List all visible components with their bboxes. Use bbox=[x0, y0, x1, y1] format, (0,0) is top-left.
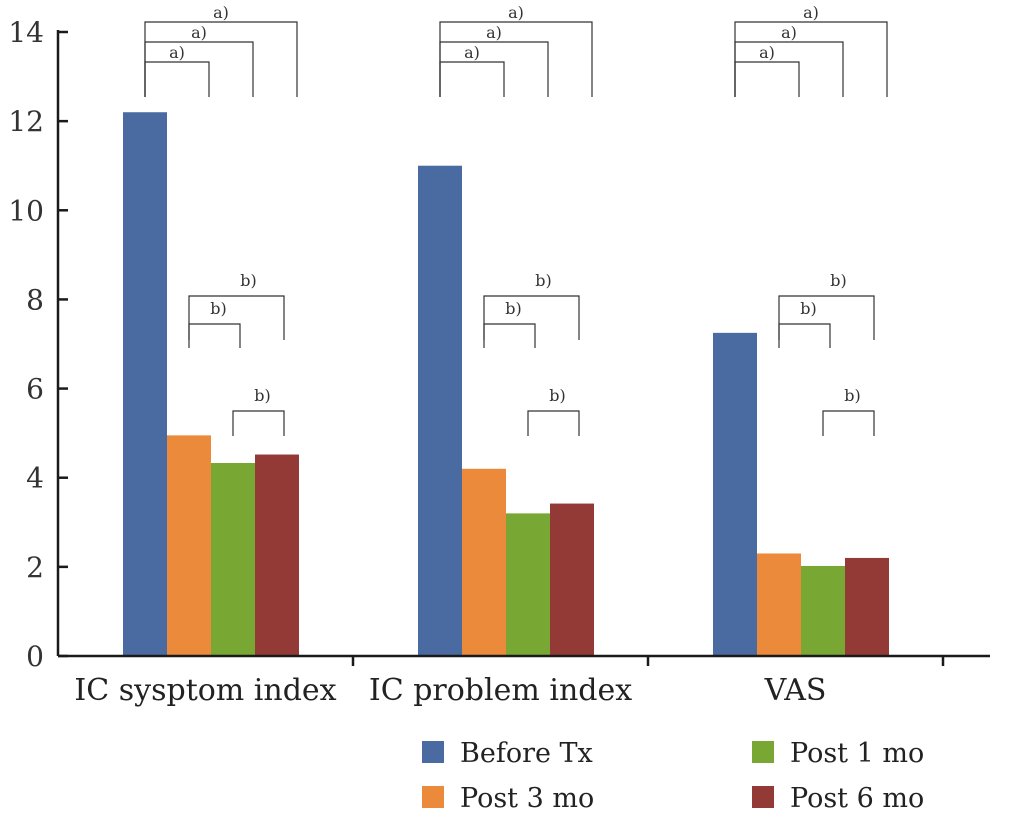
sig-bracket-a-ic-problem-index-post-3-mo bbox=[439, 61, 505, 97]
y-axis-ticks: 0 2 4 6 8 10 12 14 bbox=[8, 16, 68, 673]
bar-vas-post-3-mo bbox=[757, 553, 801, 656]
sig-bracket-a-vas-post-1-mo bbox=[734, 41, 844, 97]
x-axis-category-labels: IC sysptom index IC problem index VAS bbox=[74, 673, 826, 708]
x-category-label-ic-sysptom-index: IC sysptom index bbox=[74, 673, 336, 708]
sig-label-b-vas-post-3-mo-post-1-mo: b) bbox=[800, 299, 816, 318]
sig-label-a-ic-problem-index-post-3-mo: a) bbox=[464, 43, 480, 62]
sig-label-a-vas-post-1-mo: a) bbox=[781, 23, 797, 42]
sig-bracket-a-ic-sysptom-index-post-3-mo bbox=[144, 61, 210, 97]
significance-brackets: a) a) a) b) b) b) a) a) a) b) b) b) a) a) a) b) b) b) bbox=[144, 3, 888, 436]
sig-bracket-b-ic-problem-index-post-3-mo-post-1-mo bbox=[483, 323, 536, 348]
sig-bracket-b-ic-sysptom-index-post-3-mo-post-6-mo bbox=[188, 295, 285, 340]
y-tick-label-8: 8 bbox=[26, 283, 44, 316]
sig-bracket-b-ic-sysptom-index-post-1-mo-post-6-mo bbox=[232, 410, 285, 436]
sig-bracket-b-vas-post-1-mo-post-6-mo bbox=[822, 410, 875, 436]
sig-label-b-vas-post-1-mo-post-6-mo: b) bbox=[844, 386, 860, 405]
legend-label-post-6-mo: Post 6 mo bbox=[790, 783, 924, 814]
sig-bracket-a-vas-post-3-mo bbox=[734, 61, 800, 97]
sig-label-a-ic-problem-index-post-6-mo: a) bbox=[508, 3, 524, 22]
bar-ic-sysptom-index-post-6-mo bbox=[255, 454, 299, 656]
bar-vas-post-6-mo bbox=[845, 557, 889, 656]
bar-ic-sysptom-index-post-3-mo bbox=[167, 435, 211, 656]
legend-label-post-3-mo: Post 3 mo bbox=[460, 783, 594, 814]
legend: Before Tx Post 1 mo Post 3 mo Post 6 mo bbox=[422, 738, 924, 814]
x-category-label-vas: VAS bbox=[764, 673, 827, 708]
sig-label-a-ic-sysptom-index-post-6-mo: a) bbox=[213, 3, 229, 22]
sig-bracket-b-vas-post-3-mo-post-1-mo bbox=[778, 323, 831, 348]
legend-swatch-post-6-mo bbox=[752, 786, 774, 808]
bar-ic-problem-index-post-3-mo bbox=[462, 468, 506, 656]
sig-label-b-ic-problem-index-post-3-mo-post-6-mo: b) bbox=[535, 271, 551, 290]
legend-swatch-post-3-mo bbox=[422, 786, 444, 808]
sig-bracket-a-ic-sysptom-index-post-1-mo bbox=[144, 41, 254, 97]
y-tick-label-4: 4 bbox=[26, 462, 44, 495]
sig-label-a-ic-sysptom-index-post-3-mo: a) bbox=[169, 43, 185, 62]
sig-bracket-a-ic-problem-index-post-1-mo bbox=[439, 41, 549, 97]
axes bbox=[56, 30, 990, 666]
y-tick-label-2: 2 bbox=[26, 551, 44, 584]
legend-swatch-post-1-mo bbox=[752, 741, 774, 763]
sig-label-b-ic-problem-index-post-3-mo-post-1-mo: b) bbox=[505, 299, 521, 318]
sig-bracket-b-vas-post-3-mo-post-6-mo bbox=[778, 295, 875, 340]
sig-bracket-b-ic-sysptom-index-post-3-mo-post-1-mo bbox=[188, 323, 241, 348]
bar-ic-problem-index-post-6-mo bbox=[550, 503, 594, 656]
bar-ic-sysptom-index-post-1-mo bbox=[211, 463, 255, 656]
sig-label-b-ic-sysptom-index-post-1-mo-post-6-mo: b) bbox=[254, 386, 270, 405]
sig-label-b-vas-post-3-mo-post-6-mo: b) bbox=[830, 271, 846, 290]
sig-bracket-b-ic-problem-index-post-1-mo-post-6-mo bbox=[527, 410, 580, 436]
bar-vas-before-tx bbox=[713, 332, 757, 656]
bar-vas-post-1-mo bbox=[801, 565, 845, 656]
sig-bracket-a-ic-sysptom-index-post-6-mo bbox=[144, 21, 298, 97]
y-tick-label-10: 10 bbox=[8, 194, 44, 227]
sig-label-a-ic-problem-index-post-1-mo: a) bbox=[486, 23, 502, 42]
sig-bracket-b-ic-problem-index-post-3-mo-post-6-mo bbox=[483, 295, 580, 340]
bars bbox=[123, 112, 889, 656]
bar-ic-sysptom-index-before-tx bbox=[123, 112, 167, 656]
bar-ic-problem-index-post-1-mo bbox=[506, 513, 550, 656]
legend-swatch-before-tx bbox=[422, 741, 444, 763]
y-tick-label-14: 14 bbox=[8, 16, 44, 49]
sig-bracket-a-vas-post-6-mo bbox=[734, 21, 888, 97]
sig-label-a-vas-post-6-mo: a) bbox=[803, 3, 819, 22]
legend-label-post-1-mo: Post 1 mo bbox=[790, 738, 924, 769]
sig-label-b-ic-sysptom-index-post-3-mo-post-6-mo: b) bbox=[240, 271, 256, 290]
sig-label-a-ic-sysptom-index-post-1-mo: a) bbox=[191, 23, 207, 42]
bar-ic-problem-index-before-tx bbox=[418, 165, 462, 656]
y-tick-label-12: 12 bbox=[8, 105, 44, 138]
y-tick-label-6: 6 bbox=[26, 373, 44, 406]
legend-label-before-tx: Before Tx bbox=[460, 738, 593, 769]
x-category-label-ic-problem-index: IC problem index bbox=[369, 673, 632, 708]
y-tick-label-0: 0 bbox=[26, 640, 44, 673]
sig-bracket-a-ic-problem-index-post-6-mo bbox=[439, 21, 593, 97]
sig-label-a-vas-post-3-mo: a) bbox=[759, 43, 775, 62]
sig-label-b-ic-sysptom-index-post-3-mo-post-1-mo: b) bbox=[210, 299, 226, 318]
sig-label-b-ic-problem-index-post-1-mo-post-6-mo: b) bbox=[549, 386, 565, 405]
